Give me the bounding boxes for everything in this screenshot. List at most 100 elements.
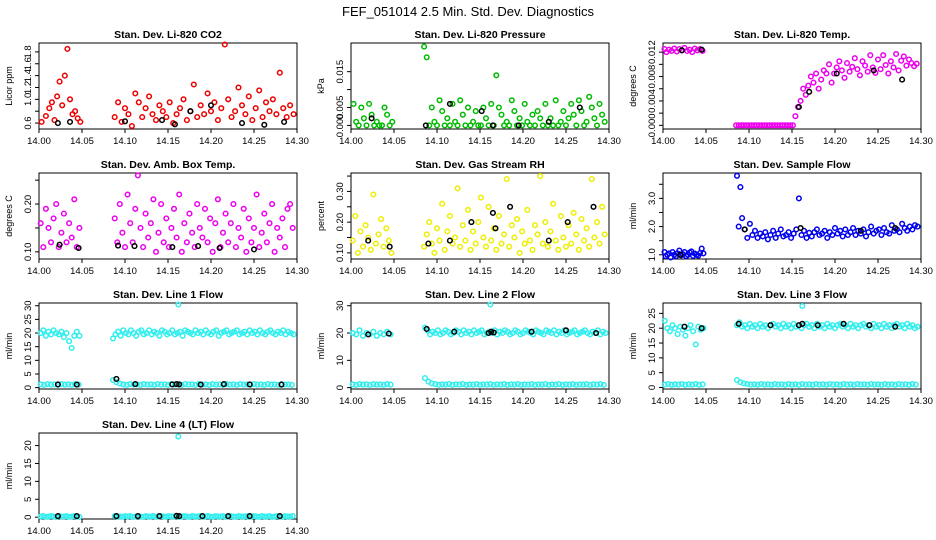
data-point [529, 246, 536, 253]
panel-title: Stan. Dev. Line 1 Flow [113, 289, 224, 301]
data-point [767, 231, 774, 239]
y-tick-label: 25 [647, 308, 658, 319]
data-point [771, 380, 778, 388]
data-point [698, 325, 705, 332]
data-point [51, 117, 58, 124]
data-point [452, 234, 459, 241]
data-point [386, 243, 393, 250]
data-point [121, 118, 129, 125]
data-point [459, 111, 466, 118]
x-tick-label: 14.05 [694, 136, 718, 147]
data-point [200, 331, 207, 338]
plot-frame [38, 432, 298, 520]
y-tick-label: 0 [23, 515, 34, 520]
data-point [373, 381, 380, 388]
data-point [226, 381, 233, 388]
data-point [909, 380, 916, 388]
data-point [421, 375, 429, 382]
data-point [900, 53, 907, 60]
data-point [859, 58, 866, 65]
data-point [213, 381, 220, 388]
data-point [825, 61, 833, 68]
data-point [573, 122, 580, 129]
y-tick-label: 1.4 [23, 69, 34, 82]
data-point [147, 220, 154, 227]
data-point [868, 223, 875, 230]
data-point [384, 111, 391, 118]
data-point [125, 331, 132, 338]
data-point [433, 225, 441, 232]
data-point [487, 301, 494, 308]
x-tick-label: 14.25 [554, 136, 578, 147]
data-point [590, 381, 597, 388]
data-point [173, 512, 180, 519]
data-point [261, 381, 268, 388]
data-point [179, 332, 186, 339]
data-point [196, 224, 203, 231]
data-point [678, 47, 685, 54]
data-point [823, 381, 830, 388]
points [38, 41, 297, 130]
data-point [744, 380, 751, 388]
data-point [754, 234, 761, 241]
data-point [442, 381, 449, 388]
data-point [199, 513, 206, 520]
data-point [489, 122, 496, 129]
data-point [559, 381, 566, 388]
data-point [151, 381, 158, 388]
data-point [139, 114, 146, 121]
data-point [470, 228, 477, 235]
data-point [170, 205, 178, 212]
data-point [56, 241, 63, 248]
data-point [767, 322, 774, 329]
data-point [893, 50, 900, 58]
data-point [816, 381, 823, 388]
data-point [463, 381, 470, 388]
data-point [190, 81, 197, 88]
data-point [368, 115, 375, 122]
data-point [466, 381, 473, 388]
data-point [799, 380, 806, 388]
data-point [764, 236, 771, 243]
data-point [134, 513, 141, 520]
data-point [899, 76, 906, 83]
data-point [807, 73, 814, 80]
data-point [861, 381, 868, 388]
x-tick-label: 14.05 [382, 266, 406, 277]
data-point [799, 302, 806, 310]
data-point [290, 331, 297, 338]
data-point [230, 201, 237, 208]
data-point [73, 381, 80, 388]
data-point [48, 99, 55, 106]
x-tick-label: 14.25 [554, 266, 578, 277]
x-tick-label: 14.05 [694, 266, 718, 277]
data-point [829, 231, 836, 239]
data-point [222, 210, 229, 217]
data-point [537, 173, 544, 180]
data-point [370, 381, 377, 388]
data-point [593, 122, 601, 129]
data-point [805, 82, 812, 89]
data-point [232, 244, 239, 251]
data-point [72, 108, 79, 115]
data-point [857, 381, 864, 388]
panel-title: Stan. Dev. Line 3 Flow [737, 289, 848, 301]
data-point [596, 100, 603, 107]
y-tick-label: 20 [335, 328, 346, 339]
data-point [47, 381, 55, 388]
data-point [56, 78, 63, 85]
data-point [823, 70, 830, 77]
data-point [125, 111, 132, 118]
data-point [233, 381, 240, 388]
y-tick-label: 0.004 [647, 89, 658, 113]
data-point [586, 243, 593, 250]
data-point [66, 220, 73, 227]
panel-4: Stan. Dev. Amb. Box Temp. 14.00 14.05 14.10… [4, 159, 309, 277]
y-tick-label: 0.10 [23, 243, 34, 261]
data-point [169, 327, 176, 334]
data-point [881, 380, 888, 388]
data-point [357, 228, 364, 235]
data-point [135, 99, 142, 106]
panel-title: Stan. Dev. Li-820 CO2 [114, 29, 222, 41]
data-point [540, 331, 547, 338]
